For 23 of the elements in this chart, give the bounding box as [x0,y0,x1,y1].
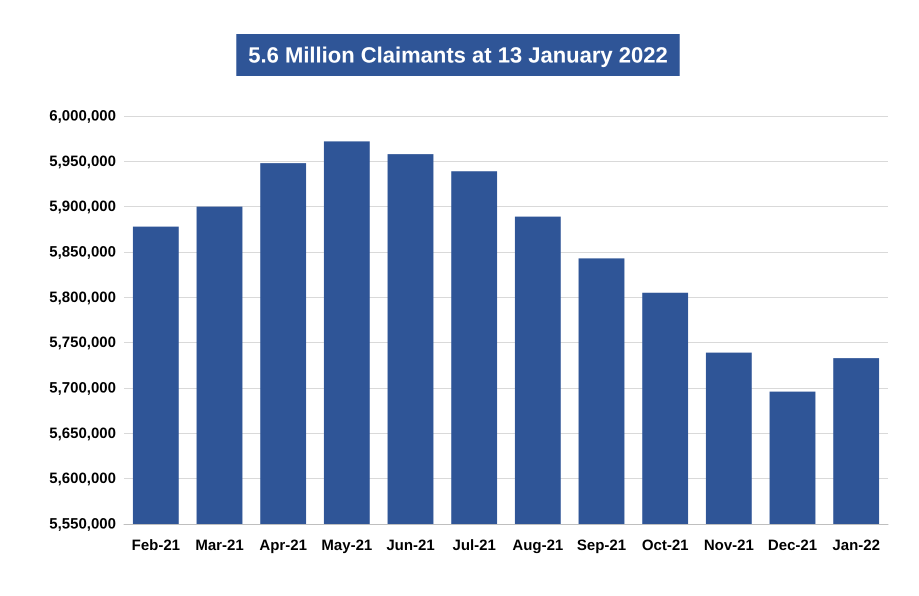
y-tick-label: 5,650,000 [49,424,116,442]
y-tick-label: 5,900,000 [49,198,116,216]
x-tick-label: Aug-21 [512,537,564,554]
x-tick-label: May-21 [321,537,372,554]
y-tick-label: 5,600,000 [49,470,116,488]
x-tick-label: Nov-21 [704,537,754,554]
y-tick-label: 5,800,000 [49,288,116,306]
x-tick-label: Sep-21 [576,537,626,554]
chart-title: 5.6 Million Claimants at 13 January 2022 [248,42,668,68]
y-tick-label: 5,850,000 [49,244,116,260]
y-tick-label: 5,750,000 [49,334,116,352]
x-tick-label: Dec-21 [768,537,818,554]
x-tick-label: Jan-22 [832,537,880,554]
y-tick-label: 6,000,000 [49,108,116,124]
x-tick-label: Apr-21 [259,537,307,554]
x-tick-label: Mar-21 [195,537,244,554]
y-tick-label: 5,550,000 [49,516,116,532]
x-tick-label: Oct-21 [642,537,689,554]
y-tick-label: 5,700,000 [49,380,116,396]
x-tick-label: Feb-21 [132,537,180,554]
x-tick-label: Jul-21 [452,537,496,554]
x-tick-label: Jun-21 [386,537,435,554]
y-tick-label: 5,950,000 [49,152,116,170]
